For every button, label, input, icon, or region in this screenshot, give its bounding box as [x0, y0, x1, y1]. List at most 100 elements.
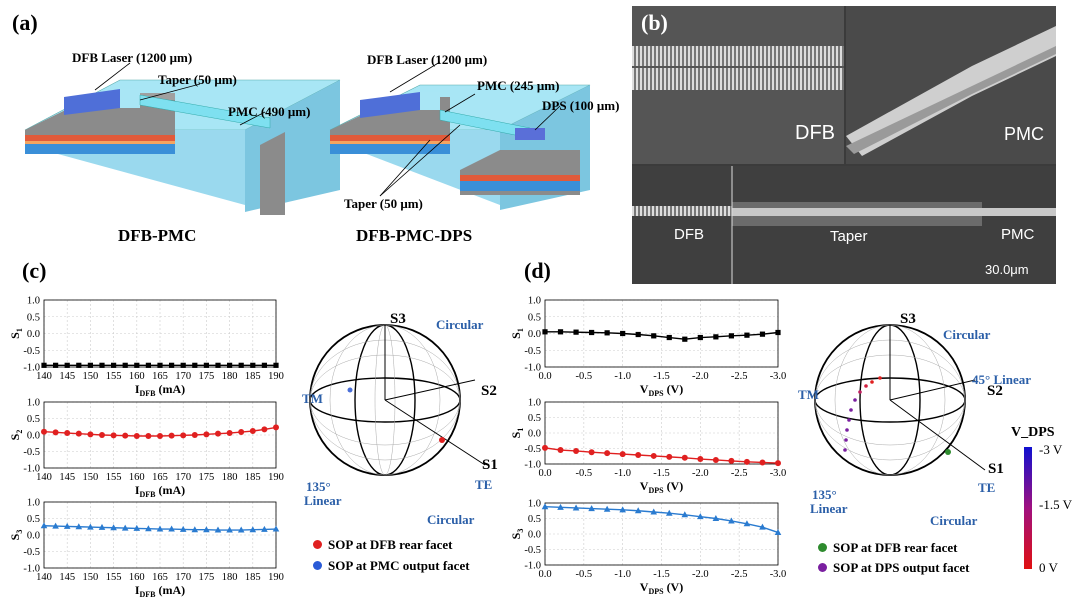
y-tick-label: 0.5	[27, 514, 40, 525]
x-tick-label: -1.0	[614, 371, 631, 382]
sphere-c-linear: Linear	[304, 493, 342, 508]
y-tick-label: 0.0	[27, 329, 40, 340]
x-tick-label: 175	[199, 472, 215, 483]
y-tick-label: -1.0	[23, 464, 40, 475]
data-point	[250, 362, 256, 368]
data-point	[261, 362, 267, 368]
legend-c-dot-1	[313, 540, 322, 549]
x-tick-label: -2.5	[731, 468, 748, 479]
data-point	[712, 456, 719, 463]
data-point	[145, 525, 152, 532]
sem-label-dfb-bottom: DFB	[674, 226, 704, 243]
plot-frame	[544, 401, 779, 465]
data-point	[603, 505, 611, 512]
data-point	[122, 362, 128, 368]
y-tick-label: 0.0	[27, 531, 40, 542]
x-tick-label: 160	[129, 371, 145, 382]
data-point	[98, 523, 106, 530]
device-dfb-pmc	[24, 79, 341, 215]
sem-label-dfb-top: DFB	[795, 122, 835, 144]
data-point	[557, 329, 564, 335]
sop-point-pmc-output	[347, 387, 353, 393]
sphere-c-axis-s1: S1	[482, 457, 498, 473]
data-point	[111, 362, 117, 368]
y-axis-label: S1	[8, 328, 24, 339]
data-point	[52, 522, 59, 529]
data-point	[238, 362, 244, 368]
data-point	[121, 524, 129, 531]
data-point	[681, 511, 689, 518]
panel-label-c: (c)	[22, 258, 47, 283]
y-tick-label: -1.0	[524, 363, 541, 374]
data-point	[542, 329, 548, 335]
data-point	[75, 523, 83, 530]
data-point	[666, 453, 673, 460]
x-tick-label: 145	[59, 572, 75, 583]
x-tick-label: -3.0	[770, 371, 787, 382]
device-dfb-pmc-dps	[329, 84, 591, 210]
series-line	[544, 506, 779, 534]
data-point	[635, 452, 642, 459]
x-axis-label: VDPS (V)	[640, 382, 683, 398]
data-point	[249, 526, 257, 533]
data-point	[180, 432, 187, 439]
x-tick-label: 155	[106, 572, 122, 583]
data-point	[191, 432, 198, 438]
data-point	[620, 330, 626, 337]
data-point	[63, 522, 71, 529]
data-point	[635, 331, 641, 338]
sphere-d-circular-top: Circular	[943, 327, 991, 342]
data-point	[743, 520, 751, 527]
data-point	[215, 362, 221, 368]
data-point	[650, 452, 657, 459]
data-point	[775, 460, 781, 467]
x-tick-label: 155	[106, 472, 122, 483]
data-point	[775, 329, 781, 336]
data-point	[76, 362, 82, 368]
y-tick-label: -1.0	[23, 564, 40, 575]
data-point	[75, 430, 82, 437]
sphere-d-135: 135°	[812, 487, 837, 502]
colorbar-top-label: -3 V	[1039, 442, 1063, 457]
data-point	[573, 447, 580, 454]
data-point	[169, 362, 175, 368]
colorbar-title: V_DPS	[1011, 425, 1055, 440]
x-tick-label: 180	[222, 472, 238, 483]
data-point	[40, 522, 48, 529]
data-point	[145, 362, 151, 368]
x-tick-label: 180	[222, 371, 238, 382]
data-point	[237, 526, 245, 533]
y-tick-label: -1.0	[524, 561, 541, 572]
label-taper-left: Taper (50 μm)	[158, 72, 237, 87]
sphere-c-axis-s2: S2	[481, 383, 497, 399]
data-point	[64, 430, 71, 437]
x-tick-label: 145	[59, 472, 75, 483]
x-axis-label: IDFB (mA)	[135, 382, 185, 398]
y-tick-label: -0.5	[23, 346, 40, 357]
data-point	[728, 457, 735, 464]
caption-dfb-pmc: DFB-PMC	[118, 226, 197, 245]
data-point	[110, 524, 117, 531]
legend-d-label-1: SOP at DFB rear facet	[833, 540, 958, 555]
x-tick-label: -2.0	[692, 371, 709, 382]
x-tick-label: -2.5	[731, 371, 748, 382]
caption-dfb-pmc-dps: DFB-PMC-DPS	[356, 226, 473, 245]
poincare-sphere-c	[309, 324, 486, 476]
data-point	[759, 459, 766, 466]
data-point	[604, 330, 610, 336]
data-point	[743, 458, 750, 465]
y-tick-label: 0.0	[528, 429, 541, 440]
y-tick-label: 1.0	[27, 296, 40, 307]
data-point	[99, 362, 105, 368]
sem-image: DFB PMC DFB Taper PMC 30.0μm	[632, 6, 1056, 284]
y-tick-label: 0.5	[528, 413, 541, 424]
data-point	[157, 432, 163, 439]
y-axis-label: S3	[509, 529, 525, 540]
x-tick-label: 170	[175, 472, 191, 483]
label-pmc-left: PMC (490 μm)	[228, 104, 311, 119]
x-tick-label: 150	[83, 472, 99, 483]
y-tick-label: 1.0	[528, 296, 541, 307]
x-tick-label: 185	[245, 371, 261, 382]
sphere-d-te: TE	[978, 480, 996, 495]
data-point	[666, 334, 672, 341]
